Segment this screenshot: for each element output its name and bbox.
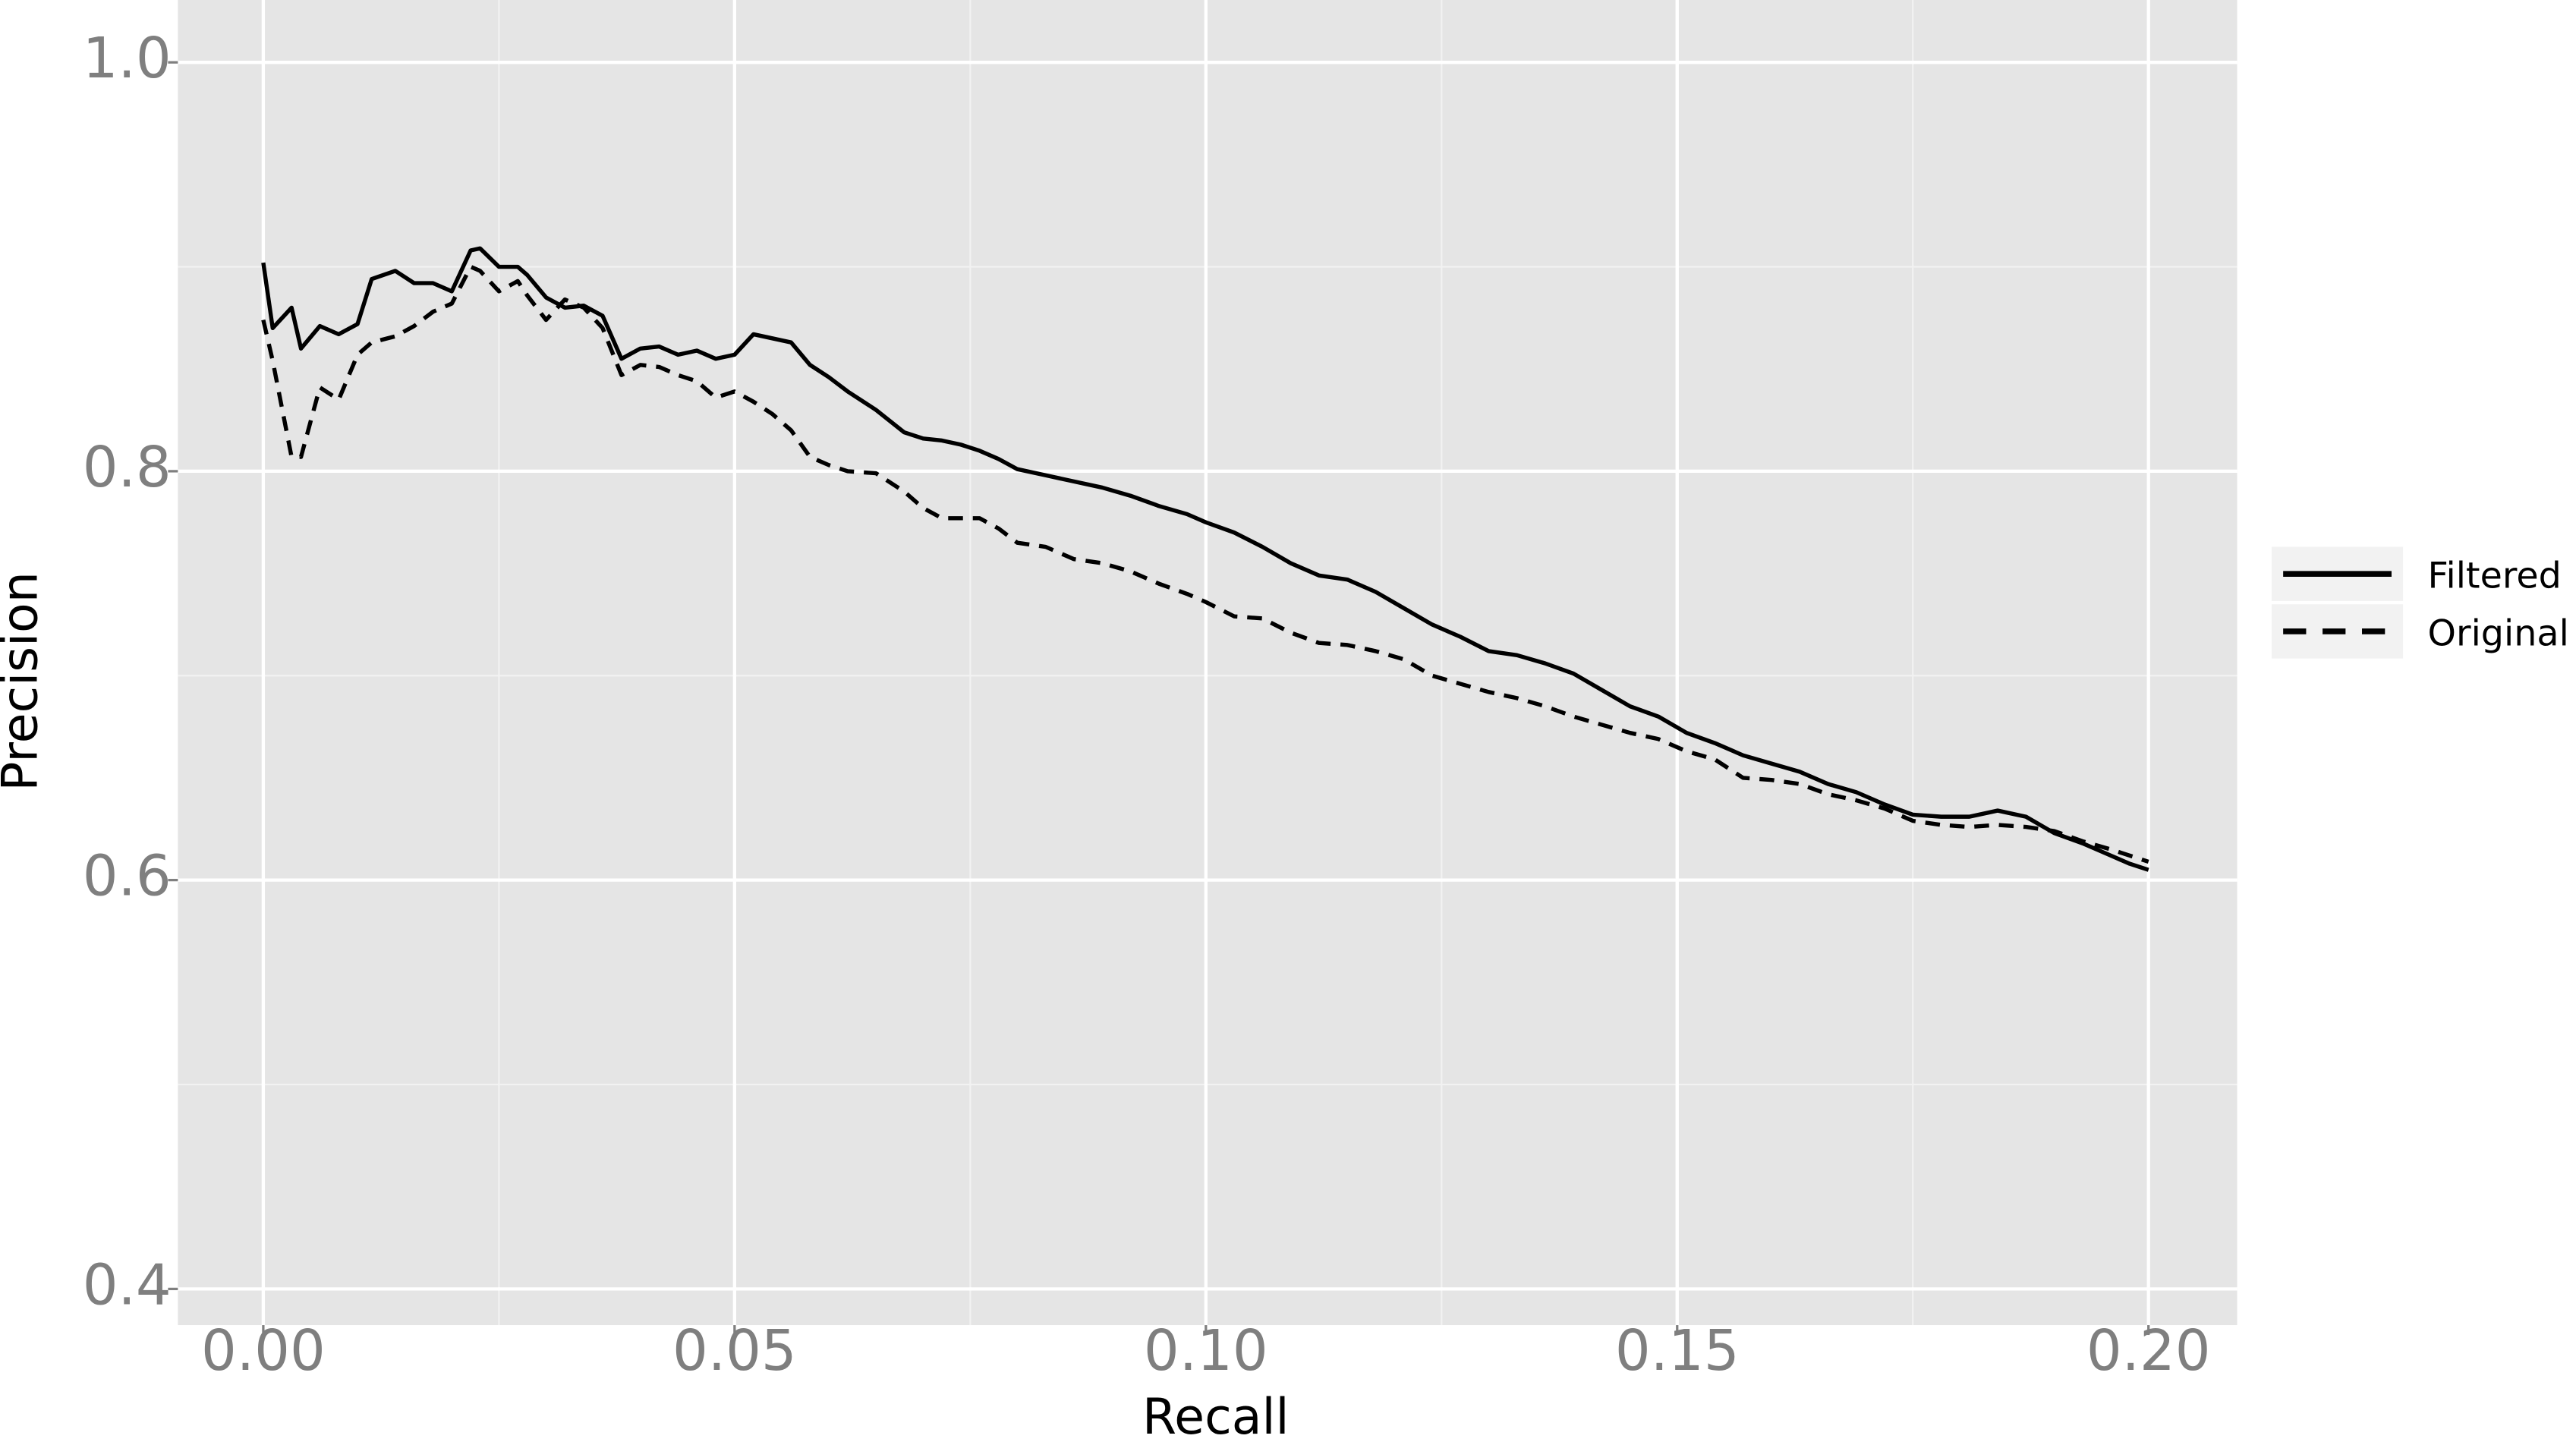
- plot-panel: [178, 0, 2237, 1326]
- x-axis-title: Recall: [1142, 1389, 1290, 1445]
- x-tick-label: 0.10: [1144, 1319, 1268, 1384]
- y-tick-label: 1.0: [83, 27, 172, 91]
- x-tick-label: 0.15: [1615, 1319, 1740, 1384]
- y-tick-label: 0.4: [83, 1253, 172, 1318]
- y-tick-label: 0.6: [83, 845, 172, 909]
- series-line: [261, 246, 2149, 872]
- x-tick-label: 0.00: [201, 1319, 326, 1384]
- y-axis-title: Precision: [0, 571, 49, 792]
- x-tick-label: 0.20: [2086, 1319, 2211, 1384]
- x-tick-label: 0.05: [672, 1319, 797, 1384]
- y-tick-label: 0.8: [83, 436, 172, 500]
- series-line: [261, 264, 2149, 864]
- legend-label: Original: [2428, 612, 2569, 654]
- legend-label: Filtered: [2428, 556, 2562, 597]
